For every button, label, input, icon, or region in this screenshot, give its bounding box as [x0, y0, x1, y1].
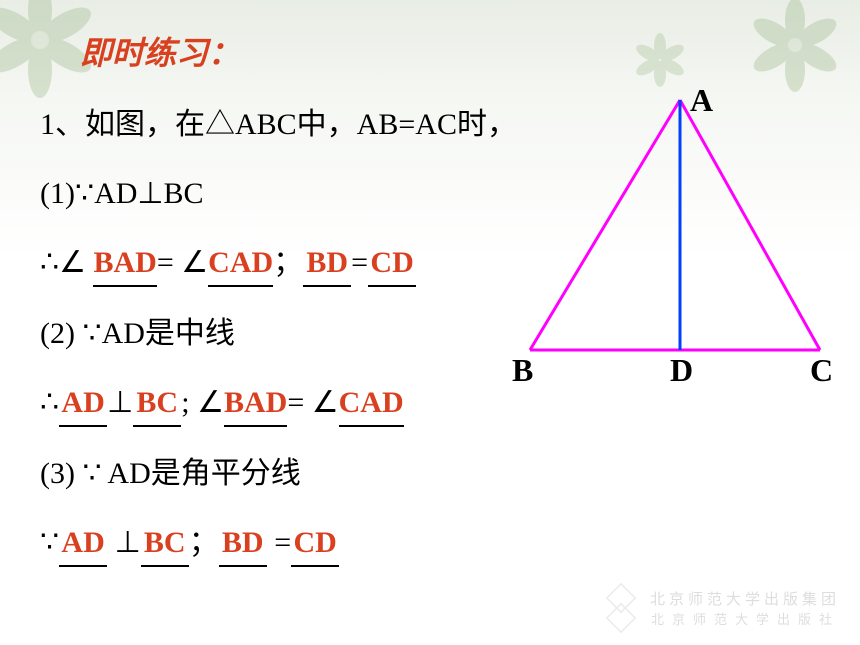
- text: ；: [273, 246, 303, 279]
- part1-given: (1)∵AD⊥BC: [40, 171, 850, 216]
- answer-ad3: AD: [61, 526, 104, 559]
- therefore-text: ∴: [40, 386, 59, 419]
- answer-bad2: BAD: [224, 386, 287, 419]
- publisher-logo: 北京师范大学出版集团 北京师范大学出版社: [596, 583, 840, 633]
- answer-cd3: CD: [293, 526, 336, 559]
- part3-given: (3) ∵ AD是角平分线: [40, 451, 850, 496]
- answer-bc3: BC: [144, 526, 186, 559]
- part2-given: (2) ∵AD是中线: [40, 311, 850, 356]
- text: ⊥: [107, 386, 133, 419]
- answer-cad2: CAD: [339, 386, 404, 419]
- text: ⊥: [107, 526, 141, 559]
- part2-conclusion: ∴AD⊥BC; ∠BAD= ∠CAD: [40, 380, 850, 427]
- answer-cad: CAD: [208, 246, 273, 279]
- text: = ∠: [287, 386, 338, 419]
- answer-cd: CD: [370, 246, 413, 279]
- because-text: ∵: [40, 526, 59, 559]
- logo-icon: [596, 583, 646, 633]
- publisher-line1: 北京师范大学出版集团: [650, 588, 840, 609]
- text: ；: [189, 526, 219, 559]
- problem-intro: 1、如图，在△ABC中，AB=AC时，: [40, 102, 850, 147]
- answer-bc: BC: [136, 386, 178, 419]
- answer-bad: BAD: [93, 246, 156, 279]
- text: ; ∠: [181, 386, 224, 419]
- text: =: [267, 526, 291, 559]
- therefore-text: ∴∠: [40, 246, 86, 279]
- publisher-line2: 北京师范大学出版社: [650, 609, 840, 628]
- answer-ad: AD: [61, 386, 104, 419]
- part3-conclusion: ∵AD ⊥BC；BD =CD: [40, 520, 850, 567]
- text: =: [351, 246, 368, 279]
- answer-bd3: BD: [222, 526, 264, 559]
- text: = ∠: [157, 246, 208, 279]
- section-title: 即时练习：: [80, 28, 850, 74]
- answer-bd: BD: [306, 246, 348, 279]
- part1-conclusion: ∴∠ BAD= ∠CAD；BD=CD: [40, 240, 850, 287]
